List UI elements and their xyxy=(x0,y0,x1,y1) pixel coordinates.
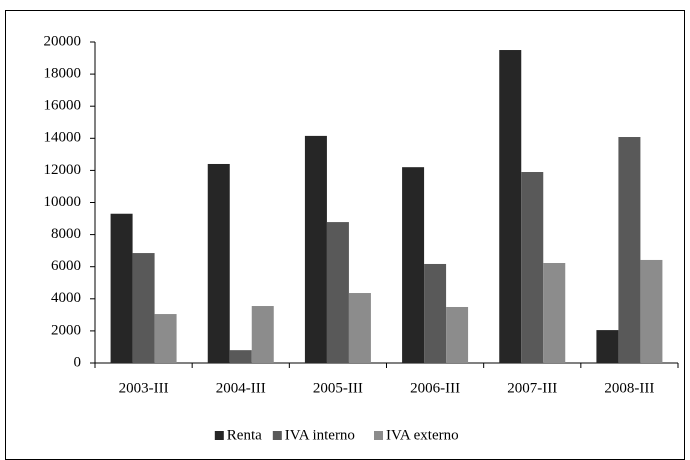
y-tick-label: 14000 xyxy=(44,130,82,146)
legend-label: IVA externo xyxy=(386,427,459,443)
y-tick-label: 4000 xyxy=(51,290,81,306)
x-tick-label: 2005-III xyxy=(313,380,363,396)
y-tick-label: 20000 xyxy=(44,33,82,49)
legend-label: Renta xyxy=(227,427,262,443)
bar xyxy=(521,172,544,363)
bar xyxy=(499,50,522,364)
x-tick-label: 2003-III xyxy=(119,380,169,396)
y-tick-label: 10000 xyxy=(44,194,82,210)
y-tick-label: 2000 xyxy=(51,322,81,338)
bar xyxy=(424,263,447,363)
y-tick-label: 6000 xyxy=(51,258,81,274)
bar xyxy=(543,263,566,363)
bar xyxy=(640,259,663,363)
bar xyxy=(154,314,177,363)
bar xyxy=(596,330,619,363)
legend-swatch xyxy=(374,431,383,440)
bar xyxy=(207,163,230,363)
bar xyxy=(110,213,133,363)
bar xyxy=(348,293,371,363)
x-tick-label: 2007-III xyxy=(507,380,557,396)
bar xyxy=(251,306,274,363)
y-tick-label: 18000 xyxy=(44,66,82,82)
legend-swatch xyxy=(272,431,282,440)
y-tick-label: 12000 xyxy=(44,162,82,178)
bar xyxy=(402,167,425,363)
bar xyxy=(304,135,327,363)
bar xyxy=(132,253,155,363)
bar xyxy=(446,306,469,363)
legend-swatch xyxy=(214,431,224,440)
y-tick-label: 0 xyxy=(74,354,82,370)
y-tick-label: 8000 xyxy=(51,226,81,242)
bar xyxy=(618,137,641,363)
x-tick-label: 2004-III xyxy=(216,380,266,396)
legend-label: IVA interno xyxy=(285,427,355,443)
y-tick-label: 16000 xyxy=(44,98,82,114)
bar xyxy=(229,350,252,363)
x-tick-label: 2006-III xyxy=(410,380,460,396)
x-tick-label: 2008-III xyxy=(604,380,654,396)
bar xyxy=(326,222,349,363)
